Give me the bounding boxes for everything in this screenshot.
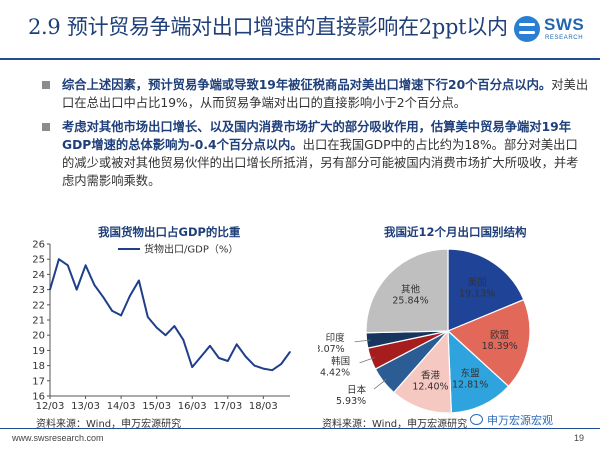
y-tick-label: 25 (32, 255, 45, 266)
x-tick-label: 14/03 (107, 401, 136, 412)
slice-value-label: 19.13% (459, 288, 495, 299)
data-point (66, 264, 69, 267)
legend-label: 货物出口/GDP（%） (144, 243, 238, 256)
sws-logo: SWS RESEARCH (514, 14, 592, 50)
slice-value-label: 4.42% (320, 367, 350, 378)
data-point (200, 355, 202, 358)
slice-leader-line (354, 339, 371, 343)
data-point (262, 367, 265, 370)
title-bar: 2.9 预计贸易争端对出口增速的直接影响在2ppt以内 SWS RESEARCH (0, 0, 600, 60)
data-point (93, 284, 96, 286)
y-tick-label: 24 (32, 270, 45, 281)
slice-value-label: 12.81% (452, 380, 488, 391)
bullet-1-bold: 综合上述因素，预计贸易争端或导致19年被征税商品对美出口增速下行20个百分点以内… (62, 78, 552, 92)
wechat-name: 申万宏源宏观 (487, 414, 553, 427)
pie-slice (392, 329, 452, 414)
slice-name-label: 欧盟 (490, 329, 510, 341)
export-gdp-series-line (49, 258, 291, 372)
data-point (120, 314, 122, 317)
x-tick-label: 17/03 (213, 401, 242, 412)
y-tick-label: 23 (32, 285, 45, 296)
data-point (271, 369, 274, 371)
logo-subtext: RESEARCH (545, 35, 584, 41)
data-point (209, 345, 211, 347)
wechat-watermark: 申万宏源宏观 (470, 412, 553, 428)
square-bullet-icon (42, 123, 50, 131)
x-tick-label: 13/03 (71, 401, 100, 412)
slice-leader-line (359, 357, 375, 364)
pie-chart-title: 我国近12个月出口国别结构 (384, 225, 527, 239)
slice-name-label: 香港 (421, 369, 441, 381)
slice-value-label: 5.93% (336, 396, 366, 407)
pie-chart-source: 资料来源：Wind，申万宏源研究 (322, 419, 468, 430)
pie-slice (447, 329, 510, 414)
slice-leader-line (373, 378, 387, 390)
data-point (235, 343, 238, 346)
data-point (138, 279, 140, 282)
x-tick-label: 18/03 (249, 401, 278, 412)
bullet-item-2: 考虑对其他市场出口增长、以及国内消费市场扩大的部分吸收作用，估算美中贸易争端对1… (20, 118, 590, 190)
data-point (164, 334, 167, 336)
data-point (244, 355, 247, 358)
line-chart-source: 资料来源：Wind，申万宏源研究 (36, 419, 182, 430)
data-point (49, 288, 51, 291)
square-bullet-icon (42, 81, 50, 89)
y-tick-label: 17 (32, 376, 45, 387)
slide-title: 2.9 预计贸易争端对出口增速的直接影响在2ppt以内 (28, 15, 508, 39)
slice-value-label: 25.84% (392, 295, 428, 306)
page-number: 19 (574, 433, 585, 443)
line-chart: 16 17 18 19 20 21 22 23 24 25 26 12/03 13/03 14/03 15/… (32, 240, 291, 412)
data-point (111, 310, 114, 312)
data-point (218, 357, 220, 359)
x-tick-label: 12/03 (36, 401, 65, 412)
pie-slice (447, 248, 525, 332)
data-point (146, 316, 149, 318)
slice-value-label: 18.39% (482, 341, 518, 352)
data-point (289, 351, 291, 353)
data-point (182, 338, 185, 341)
logo-text: SWS (544, 15, 585, 34)
slice-name-label: 韩国 (331, 355, 350, 367)
data-point (173, 325, 176, 327)
line-chart-title: 我国货物出口占GDP的比重 (98, 225, 241, 239)
pie-slice (446, 298, 531, 388)
y-tick-label: 19 (32, 346, 45, 357)
data-point (191, 366, 194, 368)
y-tick-label: 18 (32, 361, 45, 372)
data-point (226, 360, 229, 362)
y-tick-label: 22 (32, 300, 45, 311)
sws-logo-icon (514, 16, 540, 42)
data-point (280, 363, 282, 365)
y-tick-label: 21 (32, 316, 45, 327)
y-tick-label: 20 (32, 331, 45, 342)
data-point (253, 364, 256, 367)
slice-name-label: 美国 (468, 276, 487, 288)
bullet-2-text: 出口在我国GDP中的占比约为18%。部分对美出口的减少或被对其他贸易伙伴的出口增… (62, 138, 579, 188)
pie-slice (365, 248, 449, 334)
wechat-icon (470, 414, 483, 425)
bullet-item-1: 综合上述因素，预计贸易争端或导致19年被征税商品对美出口增速下行20个百分点以内… (20, 76, 590, 112)
bullet-2-bold: 考虑对其他市场出口增长、以及国内消费市场扩大的部分吸收作用，估算美中贸易争端对1… (62, 120, 571, 152)
y-tick-label: 16 (32, 392, 45, 403)
y-tick-label: 26 (32, 240, 45, 251)
bullet-list: 综合上述因素，预计贸易争端或导致19年被征税商品对美出口增速下行20个百分点以内… (20, 76, 590, 196)
slice-name-label: 东盟 (461, 368, 481, 380)
slice-name-label: 印度 (326, 332, 346, 344)
bullet-1-text: 对美出口在总出口中占比19%，从而贸易争端对出口的直接影响小于2个百分点。 (62, 78, 589, 110)
slice-name-label: 其他 (401, 283, 421, 295)
slice-value-label: 12.40% (412, 381, 448, 392)
slice-name-label: 日本 (347, 384, 367, 396)
data-point (75, 288, 78, 291)
footer-divider (0, 428, 600, 429)
footer-url[interactable]: www.swsresearch.com (12, 433, 104, 443)
data-point (58, 258, 60, 260)
data-point (102, 296, 105, 298)
slice-value-label: 3.07% (318, 344, 345, 355)
x-tick-label: 16/03 (178, 401, 207, 412)
x-tick-label: 15/03 (142, 401, 171, 412)
data-point (84, 264, 87, 267)
data-point (155, 326, 158, 329)
data-point (129, 294, 131, 297)
